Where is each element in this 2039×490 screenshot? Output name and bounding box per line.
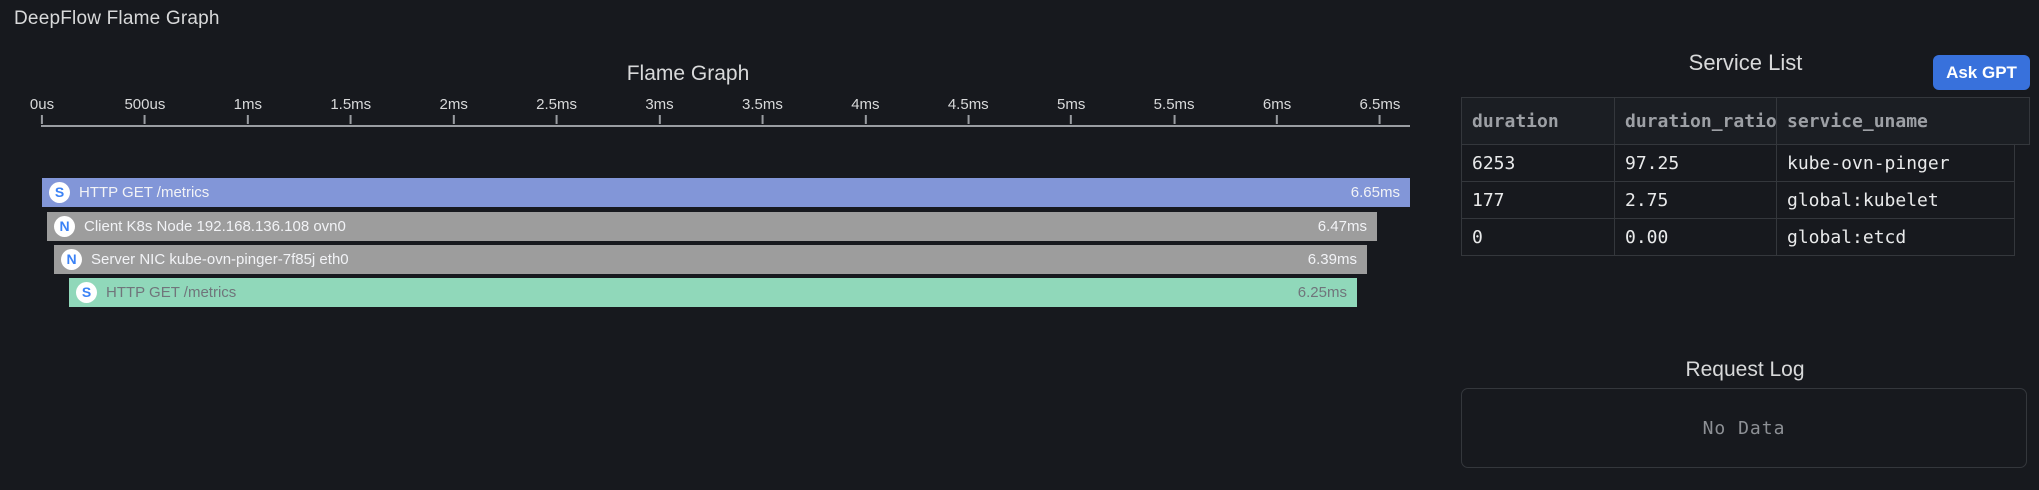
flame-bar-label: Server NIC kube-ovn-pinger-7f85j eth0 <box>91 251 349 268</box>
axis-tick: 6ms <box>1263 96 1291 124</box>
flame-bar-duration: 6.25ms <box>1297 284 1347 301</box>
axis-tick: 3ms <box>645 96 673 124</box>
network-icon: N <box>54 216 75 237</box>
request-log-title: Request Log <box>1685 358 1805 381</box>
cell-duration-ratio: 97.25 <box>1615 145 1777 181</box>
flame-bar-http-get-metrics-client[interactable]: S HTTP GET /metrics 6.65ms <box>42 178 1410 207</box>
page-title: DeepFlow Flame Graph <box>14 8 220 29</box>
network-icon: N <box>61 249 82 270</box>
ask-gpt-button[interactable]: Ask GPT <box>1933 55 2030 90</box>
request-log-empty-box: No Data <box>1461 388 2027 468</box>
cell-duration-ratio: 2.75 <box>1615 182 1777 218</box>
cell-service-uname: global:etcd <box>1787 226 1907 248</box>
flame-bar-server-nic[interactable]: N Server NIC kube-ovn-pinger-7f85j eth0 … <box>54 245 1367 274</box>
table-row-global-etcd[interactable]: 0 0.00 global:etcd <box>1462 219 2014 255</box>
cell-duration: 177 <box>1462 182 1615 218</box>
table-row-kube-ovn-pinger[interactable]: 6253 97.25 kube-ovn-pinger <box>1462 145 2014 182</box>
axis-tick: 500us <box>124 96 165 124</box>
axis-tick: 3.5ms <box>742 96 783 124</box>
axis-tick: 2ms <box>440 96 468 124</box>
cell-duration-ratio: 0.00 <box>1615 219 1777 255</box>
axis-tick: 5.5ms <box>1154 96 1195 124</box>
axis-tick: 1.5ms <box>330 96 371 124</box>
service-list-table: duration duration_ratio service_uname 62… <box>1461 97 2030 256</box>
flame-bar-duration: 6.65ms <box>1350 184 1400 201</box>
cell-service-uname: kube-ovn-pinger <box>1787 152 1950 174</box>
column-header-duration: duration <box>1462 98 1615 144</box>
cell-service-uname: global:kubelet <box>1787 189 1939 211</box>
service-table-header: duration duration_ratio service_uname <box>1461 97 2030 145</box>
cell-duration: 0 <box>1462 219 1615 255</box>
axis-tick: 1ms <box>234 96 262 124</box>
axis-tick: 5ms <box>1057 96 1085 124</box>
axis-tick: 0us <box>30 96 54 124</box>
flame-bar-duration: 6.47ms <box>1317 218 1367 235</box>
column-header-duration-ratio: duration_ratio <box>1615 98 1777 144</box>
session-icon: S <box>49 182 70 203</box>
axis-tick: 6.5ms <box>1360 96 1401 124</box>
flame-bar-label: HTTP GET /metrics <box>79 184 210 201</box>
cell-duration: 6253 <box>1462 145 1615 181</box>
flame-bar-label: Client K8s Node 192.168.136.108 ovn0 <box>84 218 346 235</box>
flame-bar-duration: 6.39ms <box>1307 251 1357 268</box>
service-list-title: Service List <box>1688 50 1803 75</box>
axis-tick: 2.5ms <box>536 96 577 124</box>
flame-bar-http-get-metrics-server[interactable]: S HTTP GET /metrics 6.25ms <box>69 278 1357 307</box>
flame-bar-label: HTTP GET /metrics <box>106 284 237 301</box>
no-data-text: No Data <box>1702 417 1786 439</box>
flame-bar-client-k8s-node[interactable]: N Client K8s Node 192.168.136.108 ovn0 6… <box>47 212 1377 241</box>
axis-tick: 4ms <box>851 96 879 124</box>
flame-graph-title: Flame Graph <box>626 62 750 85</box>
column-header-service-uname: service_uname <box>1787 110 1928 132</box>
service-table-body: 6253 97.25 kube-ovn-pinger 177 2.75 glob… <box>1461 145 2015 256</box>
session-icon: S <box>76 282 97 303</box>
axis-tick: 4.5ms <box>948 96 989 124</box>
axis-line <box>41 125 1410 127</box>
table-row-global-kubelet[interactable]: 177 2.75 global:kubelet <box>1462 182 2014 219</box>
